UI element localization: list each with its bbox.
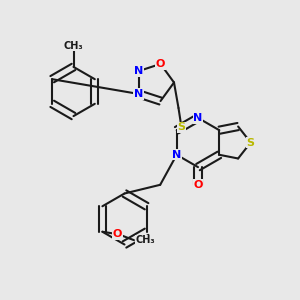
Text: N: N: [134, 89, 143, 99]
Text: O: O: [156, 59, 165, 69]
Text: CH₃: CH₃: [136, 235, 155, 245]
Text: S: S: [247, 137, 255, 148]
Text: O: O: [193, 180, 203, 190]
Text: N: N: [134, 66, 143, 76]
Text: N: N: [172, 150, 181, 160]
Text: O: O: [113, 229, 122, 239]
Text: N: N: [194, 113, 202, 123]
Text: CH₃: CH₃: [64, 41, 83, 51]
Text: S: S: [178, 122, 185, 133]
